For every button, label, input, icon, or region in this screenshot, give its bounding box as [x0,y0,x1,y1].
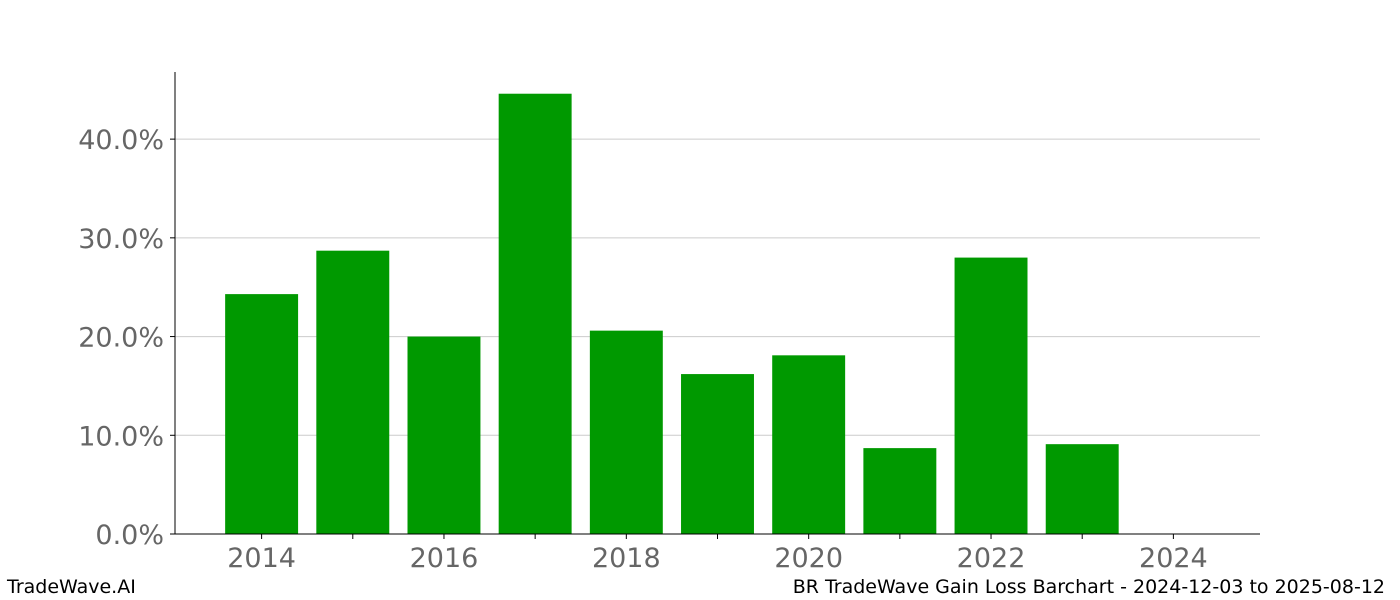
bars [225,93,1119,534]
bar-2018 [589,330,663,534]
bar-2021 [863,448,937,534]
footer-brand: TradeWave.AI [7,576,136,598]
bar-2022 [954,257,1028,534]
axes [170,72,1260,539]
tick-labels: 2014 2016 2018 2020 2022 2024 0.0% 10.0% 20.0% 30… [78,125,1208,574]
x-tick-label-2022: 2022 [957,543,1026,574]
bar-2019 [681,374,754,534]
bar-2016 [407,336,481,534]
y-tick-label-10: 10.0% [78,421,164,452]
bar-2017 [498,93,572,534]
y-tick-label-30: 30.0% [78,224,164,255]
x-tick-label-2018: 2018 [592,543,661,574]
x-tick-label-2016: 2016 [410,543,479,574]
bar-2014 [225,294,299,534]
y-tick-label-40: 40.0% [78,125,164,156]
bar-2015 [316,250,390,534]
x-tick-label-2014: 2014 [227,543,296,574]
footer-caption: BR TradeWave Gain Loss Barchart - 2024-1… [792,576,1385,598]
y-tick-label-0: 0.0% [95,520,164,551]
bar-2023 [1045,444,1119,534]
x-tick-label-2024: 2024 [1139,543,1208,574]
x-tick-label-2020: 2020 [774,543,843,574]
bar-2020 [772,355,846,534]
y-tick-label-20: 20.0% [78,323,164,354]
